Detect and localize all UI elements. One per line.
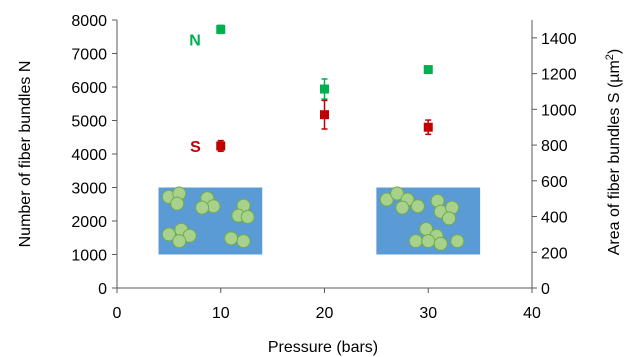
right-tick-label: 600	[541, 174, 568, 191]
left-tick-label: 5000	[71, 114, 107, 131]
data-point	[320, 110, 329, 120]
x-tick-label: 20	[316, 305, 334, 322]
series-label: S	[190, 139, 201, 156]
fiber-bundle-circle	[236, 234, 251, 249]
left-tick-label: 1000	[71, 248, 107, 265]
inset-illustrations	[158, 186, 481, 255]
right-tick-label: 1000	[541, 102, 577, 119]
fiber-bundle-circle	[410, 199, 425, 214]
fiber-bundle-circle	[395, 200, 410, 215]
fiber-bundle-circle	[390, 186, 405, 201]
right-tick-label: 200	[541, 245, 568, 262]
right-y-axis-title-main: Area of fiber bundles S (µm	[606, 60, 623, 255]
fiber-bundle-circle	[224, 231, 239, 246]
fiber-bundle-circle	[421, 234, 436, 249]
fiber-bundle-circle	[170, 196, 185, 211]
right-y-axis-title-sup: 2	[604, 54, 616, 60]
left-tick-label: 6000	[71, 80, 107, 97]
x-axis-title: Pressure (bars)	[268, 339, 378, 356]
fiber-bundle-circle	[442, 211, 456, 226]
data-point	[423, 65, 433, 75]
data-point	[423, 122, 433, 132]
left-tick-label: 4000	[71, 147, 107, 164]
fiber-bundle-circle	[408, 234, 423, 249]
x-tick-label: 30	[419, 305, 437, 322]
fiber-bundle-circle	[161, 227, 176, 242]
fiber-bundle-circle	[450, 234, 465, 249]
right-tick-label: 800	[541, 138, 568, 155]
left-tick-label: 0	[98, 281, 107, 298]
fiber-bundle-circle	[379, 192, 394, 207]
right-tick-label: 400	[541, 210, 568, 227]
right-y-axis-title: Area of fiber bundles S (µm2)	[604, 49, 623, 256]
right-tick-label: 0	[541, 281, 550, 298]
left-tick-label: 3000	[71, 181, 107, 198]
data-marks: NS	[189, 24, 433, 156]
left-tick-label: 2000	[71, 214, 107, 231]
x-tick-label: 0	[113, 305, 122, 322]
x-axis: 0 10 20 30 40	[113, 287, 541, 322]
series-label: N	[189, 32, 201, 49]
data-point	[216, 141, 226, 151]
data-point	[216, 24, 226, 34]
right-y-axis-title-suffix: )	[606, 49, 623, 54]
left-y-axis-title: Number of fiber bundles N	[17, 61, 34, 248]
left-y-axis: 0 1000 2000 3000 4000 5000 6000 7000 8000	[71, 13, 118, 298]
data-point	[320, 84, 329, 94]
fiber-bundle-circle	[433, 236, 448, 251]
inset-box	[158, 186, 263, 255]
x-tick-label: 10	[212, 305, 230, 322]
series-S: S	[190, 99, 433, 156]
fiber-bundle-circle	[240, 209, 255, 224]
right-tick-label: 1200	[541, 67, 577, 84]
series-N: N	[189, 24, 433, 100]
right-y-axis: 0 200 400 600 800 1000 1200 1400	[531, 20, 577, 298]
left-tick-label: 7000	[71, 47, 107, 64]
fiber-bundle-circle	[195, 200, 210, 215]
left-tick-label: 8000	[71, 13, 107, 30]
x-tick-label: 40	[523, 305, 541, 322]
right-tick-label: 1400	[541, 31, 577, 48]
inset-box	[376, 186, 481, 255]
fiber-bundle-circle	[172, 234, 187, 249]
